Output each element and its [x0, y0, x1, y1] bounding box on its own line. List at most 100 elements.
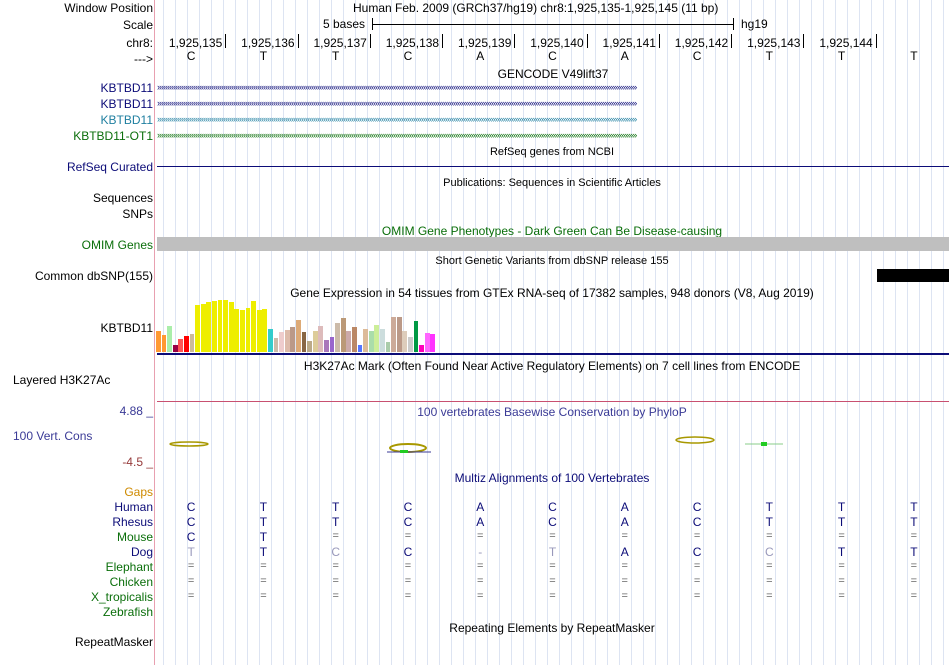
gtex-tissue-bar[interactable] [217, 300, 223, 352]
gtex-tissue-bar[interactable] [324, 340, 329, 352]
species-label-elephant[interactable]: Elephant [105, 560, 153, 574]
grid-line [307, 0, 308, 665]
gtex-tissue-bar[interactable] [312, 331, 318, 352]
species-label-zebrafish[interactable]: Zebrafish [102, 605, 153, 619]
alignment-base: T [837, 545, 846, 559]
species-label-rhesus[interactable]: Rhesus [112, 515, 153, 529]
gtex-tissue-bar[interactable] [385, 342, 391, 352]
gtex-tissue-bar[interactable] [212, 301, 217, 352]
omim-gene-bar[interactable] [157, 237, 949, 251]
phylop-title[interactable]: 100 vertebrates Basewise Conservation by… [417, 405, 687, 419]
gtex-tissue-bar[interactable] [256, 310, 262, 352]
species-label-human[interactable]: Human [114, 500, 153, 514]
dbsnp-variant-block[interactable] [877, 269, 949, 282]
gtex-tissue-bar[interactable] [408, 337, 413, 352]
species-label-x_tropicalis[interactable]: X_tropicalis [90, 590, 153, 604]
gtex-tissue-bar[interactable] [301, 332, 307, 352]
gencode-gene-3[interactable]: KBTBD11 [100, 113, 153, 127]
gtex-tissue-bar[interactable] [396, 317, 402, 352]
label-separator [154, 0, 155, 665]
gtex-bar-chart[interactable] [156, 300, 950, 353]
gtex-tissue-bar[interactable] [279, 332, 284, 352]
species-label-chicken[interactable]: Chicken [109, 575, 153, 589]
species-label-dog[interactable]: Dog [130, 545, 153, 559]
gtex-tissue-bar[interactable] [273, 338, 279, 352]
gene-arrow-line-2[interactable]: ››››››››››››››››››››››››››››››››››››››››… [157, 100, 637, 107]
phylop-signal[interactable] [155, 430, 950, 460]
gtex-tissue-bar[interactable] [368, 331, 374, 352]
gtex-tissue-bar[interactable] [189, 334, 195, 352]
refseq-gene-line[interactable] [157, 166, 949, 167]
dbsnp-label[interactable]: Common dbSNP(155) [34, 269, 153, 283]
gtex-tissue-bar[interactable] [200, 304, 206, 352]
gtex-tissue-bar[interactable] [424, 333, 430, 352]
gencode-gene-1[interactable]: KBTBD11 [100, 81, 153, 95]
gtex-tissue-bar[interactable] [413, 321, 419, 352]
gtex-tissue-bar[interactable] [329, 337, 335, 352]
gtex-tissue-bar[interactable] [234, 309, 240, 352]
gtex-tissue-bar[interactable] [335, 323, 340, 352]
publications-title[interactable]: Publications: Sequences in Scientific Ar… [443, 177, 661, 189]
gtex-tissue-bar[interactable] [167, 326, 172, 352]
publications-label-sequences[interactable]: Sequences [92, 191, 153, 205]
gtex-tissue-bar[interactable] [380, 329, 385, 352]
gtex-tissue-bar[interactable] [156, 331, 161, 352]
gtex-tissue-bar[interactable] [307, 341, 312, 352]
gtex-tissue-bar[interactable] [172, 345, 178, 352]
gtex-tissue-bar[interactable] [206, 302, 212, 352]
gtex-tissue-bar[interactable] [419, 345, 424, 352]
gtex-tissue-bar[interactable] [161, 335, 167, 352]
gtex-tissue-bar[interactable] [391, 317, 396, 352]
repeatmasker-title[interactable]: Repeating Elements by RepeatMasker [449, 621, 655, 635]
gtex-title[interactable]: Gene Expression in 54 tissues from GTEx … [290, 286, 814, 300]
gtex-tissue-bar[interactable] [195, 305, 200, 352]
refseq-title[interactable]: RefSeq genes from NCBI [489, 146, 615, 158]
refseq-label[interactable]: RefSeq Curated [66, 160, 153, 174]
repeatmasker-label[interactable]: RepeatMasker [74, 635, 153, 649]
gtex-tissue-bar[interactable] [290, 327, 296, 352]
h3k27ac-title[interactable]: H3K27Ac Mark (Often Found Near Active Re… [303, 359, 801, 373]
gtex-tissue-bar[interactable] [184, 336, 189, 352]
dbsnp-title[interactable]: Short Genetic Variants from dbSNP releas… [435, 255, 669, 267]
gtex-tissue-bar[interactable] [340, 318, 346, 352]
gtex-tissue-bar[interactable] [374, 325, 380, 352]
gencode-gene-4[interactable]: KBTBD11-OT1 [73, 129, 153, 143]
gtex-tissue-bar[interactable] [352, 327, 357, 352]
gtex-label[interactable]: KBTBD11 [100, 321, 153, 335]
gtex-tissue-bar[interactable] [430, 334, 436, 352]
gtex-tissue-bar[interactable] [296, 320, 301, 352]
gtex-tissue-bar[interactable] [318, 326, 324, 352]
gtex-tissue-bar[interactable] [251, 301, 256, 352]
alignment-base: T [259, 530, 268, 544]
h3k27ac-label[interactable]: Layered H3K27Ac [13, 373, 111, 387]
gene-arrow-line-3[interactable]: ››››››››››››››››››››››››››››››››››››››››… [157, 116, 637, 123]
gtex-tissue-bar[interactable] [228, 302, 234, 352]
multiz-title[interactable]: Multiz Alignments of 100 Vertebrates [454, 471, 650, 485]
gtex-tissue-bar[interactable] [402, 331, 408, 352]
position-title[interactable]: Human Feb. 2009 (GRCh37/hg19) chr8:1,925… [353, 1, 719, 15]
gencode-title[interactable]: GENCODE V49lift37 [497, 67, 609, 81]
alignment-base: T [765, 500, 773, 514]
gtex-tissue-bar[interactable] [178, 339, 184, 352]
gtex-tissue-bar[interactable] [223, 300, 228, 352]
phylop-label[interactable]: 100 Vert. Cons [13, 429, 93, 443]
gtex-tissue-bar[interactable] [346, 331, 352, 352]
gtex-tissue-bar[interactable] [245, 308, 251, 352]
base-letter: T [765, 49, 773, 63]
gtex-tissue-bar[interactable] [363, 329, 368, 352]
gencode-gene-2[interactable]: KBTBD11 [100, 97, 153, 111]
gtex-tissue-bar[interactable] [357, 345, 363, 352]
omim-label[interactable]: OMIM Genes [81, 238, 153, 252]
omim-title[interactable]: OMIM Gene Phenotypes - Dark Green Can Be… [381, 224, 723, 238]
gtex-tissue-bar[interactable] [262, 309, 268, 352]
species-label-mouse[interactable]: Mouse [116, 530, 153, 544]
gene-arrow-line-1[interactable]: ››››››››››››››››››››››››››››››››››››››››… [157, 84, 637, 91]
gene-arrow-line-4[interactable]: ››››››››››››››››››››››››››››››››››››››››… [157, 132, 637, 139]
publications-label-snps[interactable]: SNPs [122, 207, 153, 221]
gtex-tissue-bar[interactable] [268, 329, 273, 352]
alignment-base: = [838, 590, 845, 602]
grid-line [511, 0, 512, 665]
multiz-gaps-label[interactable]: Gaps [124, 485, 153, 499]
gtex-tissue-bar[interactable] [284, 330, 290, 352]
gtex-tissue-bar[interactable] [240, 310, 245, 352]
